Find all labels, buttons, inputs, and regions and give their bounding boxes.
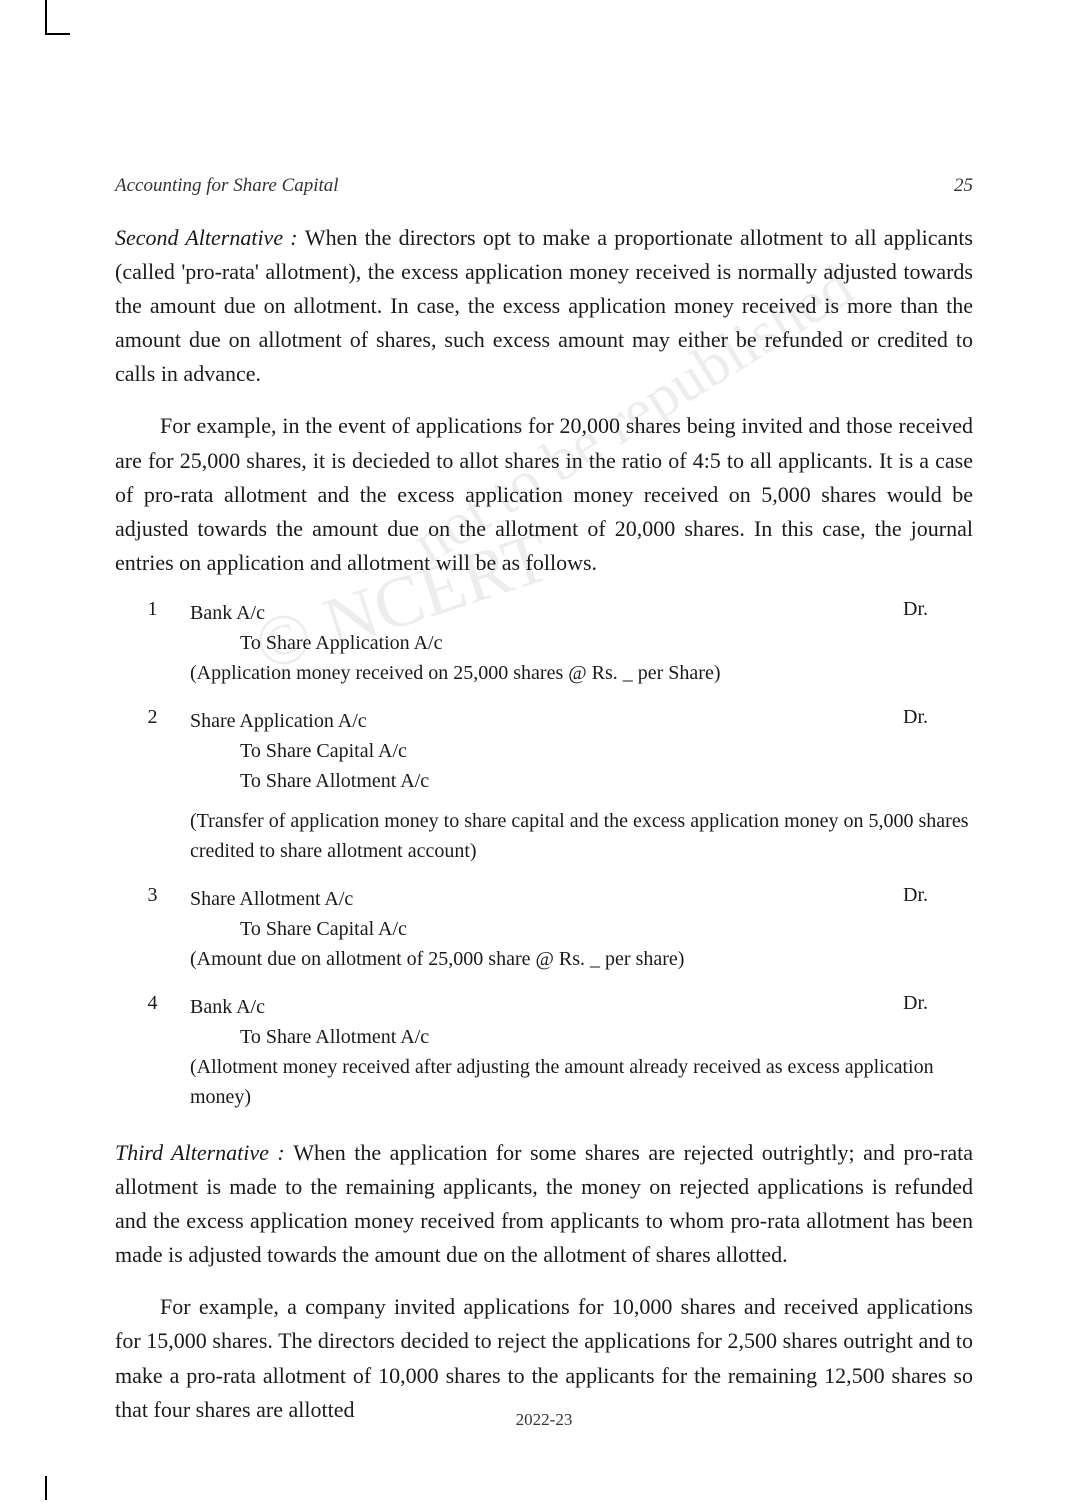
entry-line: Share Allotment A/c Dr.	[190, 884, 973, 914]
paragraph-2: For example, in the event of application…	[115, 409, 973, 579]
journal-entries: 1 Bank A/c Dr. To Share Application A/c …	[115, 598, 973, 1112]
entry-dr: Dr.	[903, 992, 973, 1022]
entry-account: Bank A/c	[190, 992, 903, 1022]
paragraph-1: Second Alternative : When the directors …	[115, 221, 973, 391]
entry-line: To Share Capital A/c	[190, 914, 973, 944]
entry-body: Bank A/c Dr. To Share Allotment A/c (All…	[190, 992, 973, 1112]
entry-dr: Dr.	[903, 598, 973, 628]
entry-account: Bank A/c	[190, 598, 903, 628]
footer-year: 2022-23	[0, 1410, 1088, 1430]
entry-desc: (Amount due on allotment of 25,000 share…	[190, 944, 973, 974]
entry-account: Share Allotment A/c	[190, 884, 903, 914]
entry-num: 1	[115, 598, 190, 688]
paragraph-3: Third Alternative : When the application…	[115, 1136, 973, 1272]
page-header: Accounting for Share Capital 25	[115, 175, 973, 197]
entry-line: To Share Capital A/c	[190, 736, 973, 766]
entry-body: Share Allotment A/c Dr. To Share Capital…	[190, 884, 973, 974]
header-title: Accounting for Share Capital	[115, 175, 339, 197]
entry-account: To Share Allotment A/c	[190, 1022, 973, 1052]
entry-line: To Share Application A/c	[190, 628, 973, 658]
entry-dr: Dr.	[903, 884, 973, 914]
page-content: Accounting for Share Capital 25 Second A…	[0, 0, 1088, 1505]
entry-dr: Dr.	[903, 706, 973, 736]
entry-account: To Share Application A/c	[190, 628, 973, 658]
entry-body: Share Application A/c Dr. To Share Capit…	[190, 706, 973, 866]
entry-desc: (Allotment money received after adjustin…	[190, 1052, 973, 1112]
entry-num: 3	[115, 884, 190, 974]
entry-account: Share Application A/c	[190, 706, 903, 736]
page-number: 25	[954, 175, 973, 197]
entry-line: To Share Allotment A/c	[190, 766, 973, 796]
entry-account: To Share Capital A/c	[190, 914, 973, 944]
paragraph-4: For example, a company invited applicati…	[115, 1290, 973, 1426]
entry-2: 2 Share Application A/c Dr. To Share Cap…	[115, 706, 973, 866]
entry-line: Bank A/c Dr.	[190, 598, 973, 628]
entry-3: 3 Share Allotment A/c Dr. To Share Capit…	[115, 884, 973, 974]
entry-1: 1 Bank A/c Dr. To Share Application A/c …	[115, 598, 973, 688]
entry-4: 4 Bank A/c Dr. To Share Allotment A/c (A…	[115, 992, 973, 1112]
entry-desc: (Application money received on 25,000 sh…	[190, 658, 973, 688]
entry-account: To Share Capital A/c	[190, 736, 973, 766]
para1-prefix: Second Alternative :	[115, 225, 305, 250]
entry-line: To Share Allotment A/c	[190, 1022, 973, 1052]
entry-line: Bank A/c Dr.	[190, 992, 973, 1022]
para3-prefix: Third Alternative :	[115, 1140, 293, 1165]
entry-desc: (Transfer of application money to share …	[190, 806, 973, 866]
entry-line: Share Application A/c Dr.	[190, 706, 973, 736]
entry-body: Bank A/c Dr. To Share Application A/c (A…	[190, 598, 973, 688]
entry-num: 4	[115, 992, 190, 1112]
entry-num: 2	[115, 706, 190, 866]
entry-account: To Share Allotment A/c	[190, 766, 973, 796]
